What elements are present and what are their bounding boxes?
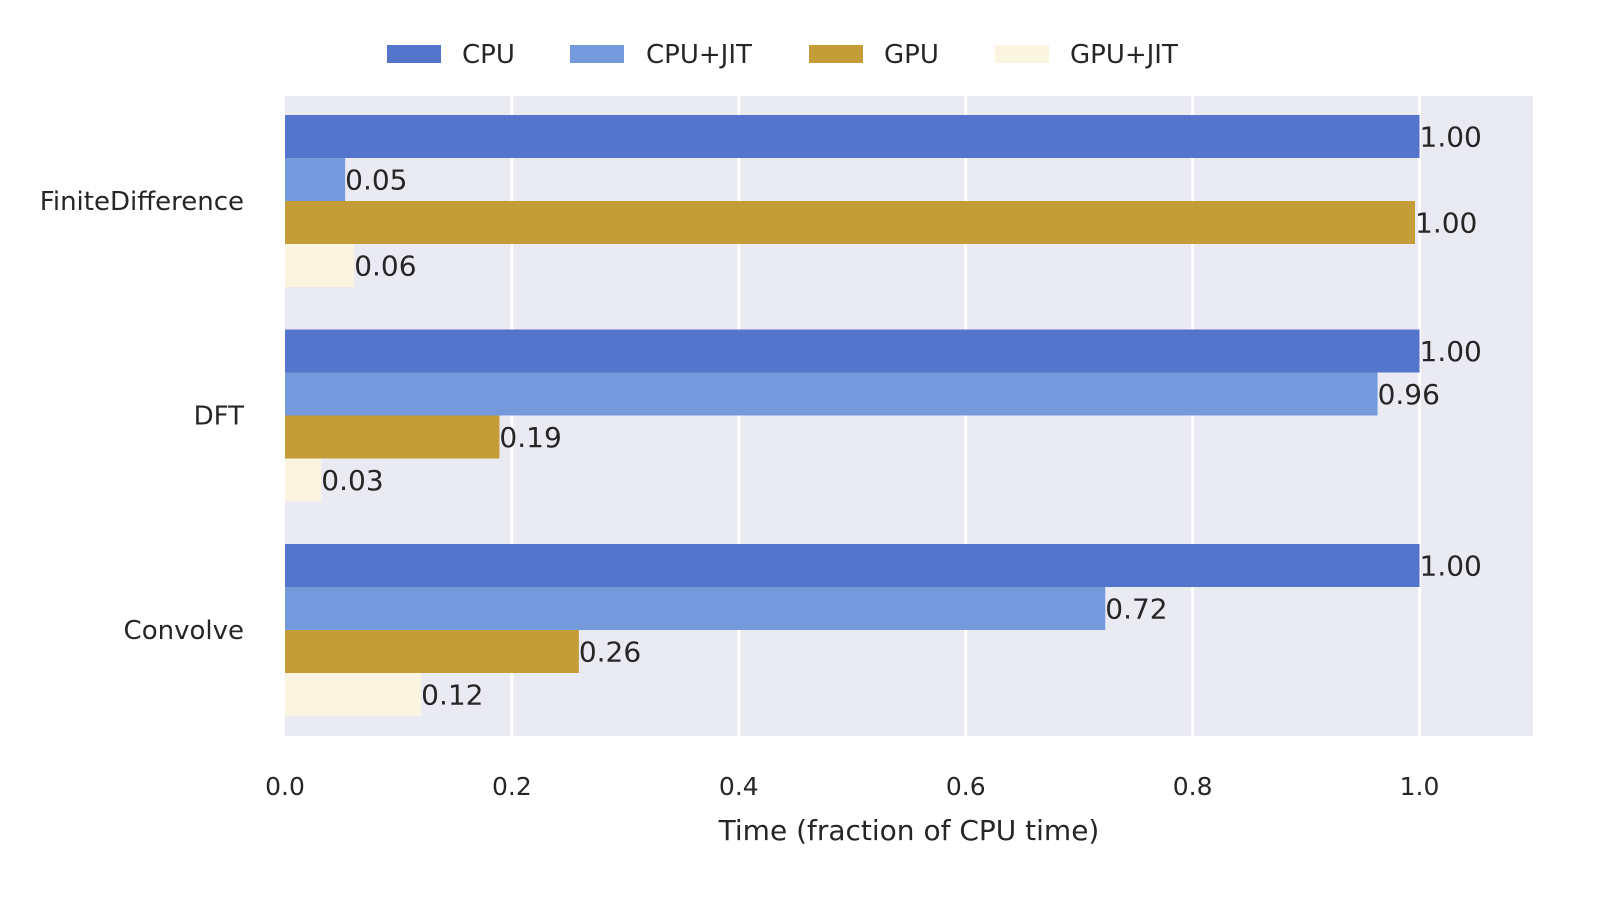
- bar: [285, 673, 422, 716]
- legend-label: GPU+JIT: [1070, 40, 1178, 70]
- bar-value-label: 0.12: [421, 679, 483, 712]
- legend-label: CPU: [462, 40, 515, 70]
- legend-label: CPU+JIT: [646, 40, 752, 70]
- category-labels: FiniteDifference DFT Convolve: [40, 187, 244, 646]
- category-label: FiniteDifference: [40, 187, 244, 217]
- legend-swatch: [809, 45, 863, 63]
- bar: [285, 329, 1420, 373]
- bar-labels: 1.00 0.05 1.00 0.06 1.00 0.96 0.19 0.03 1.00 0.72…: [321, 121, 1482, 712]
- bar: [285, 630, 579, 673]
- bar: [285, 115, 1420, 158]
- bar: [285, 372, 1378, 416]
- bars: [285, 115, 1420, 716]
- bar: [285, 415, 500, 459]
- bar-value-label: 0.03: [321, 464, 383, 497]
- bar-value-label: 1.00: [1415, 207, 1477, 240]
- x-tick-label: 0.8: [1173, 772, 1213, 801]
- bar: [285, 458, 322, 502]
- bar-value-label: 0.19: [499, 421, 561, 454]
- bar-value-label: 1.00: [1420, 335, 1482, 368]
- x-tick-label: 0.0: [265, 772, 305, 801]
- x-axis-title: Time (fraction of CPU time): [718, 814, 1100, 847]
- x-tick-label: 0.4: [719, 772, 759, 801]
- bar: [285, 587, 1106, 630]
- bar: [285, 158, 346, 201]
- bar-value-label: 0.72: [1105, 593, 1167, 626]
- bar-value-label: 0.06: [354, 250, 416, 283]
- x-tick-labels: 0.0 0.2 0.4 0.6 0.8 1.0: [265, 772, 1439, 801]
- legend-swatch: [570, 45, 624, 63]
- bar-value-label: 0.26: [579, 636, 641, 669]
- bar: [285, 544, 1420, 587]
- x-tick-label: 0.2: [492, 772, 532, 801]
- legend-swatch: [387, 45, 441, 63]
- bar: [285, 244, 355, 287]
- bar-value-label: 1.00: [1420, 121, 1482, 154]
- bar-value-label: 0.05: [345, 164, 407, 197]
- bar-value-label: 1.00: [1420, 550, 1482, 583]
- x-tick-label: 1.0: [1400, 772, 1440, 801]
- bar-value-label: 0.96: [1378, 378, 1440, 411]
- category-label: DFT: [194, 402, 245, 432]
- legend-swatch: [995, 45, 1049, 63]
- category-label: Convolve: [124, 616, 244, 646]
- bar: [285, 201, 1416, 244]
- legend-label: GPU: [884, 40, 939, 70]
- legend: CPU CPU+JIT GPU GPU+JIT: [387, 40, 1178, 70]
- x-tick-label: 0.6: [946, 772, 986, 801]
